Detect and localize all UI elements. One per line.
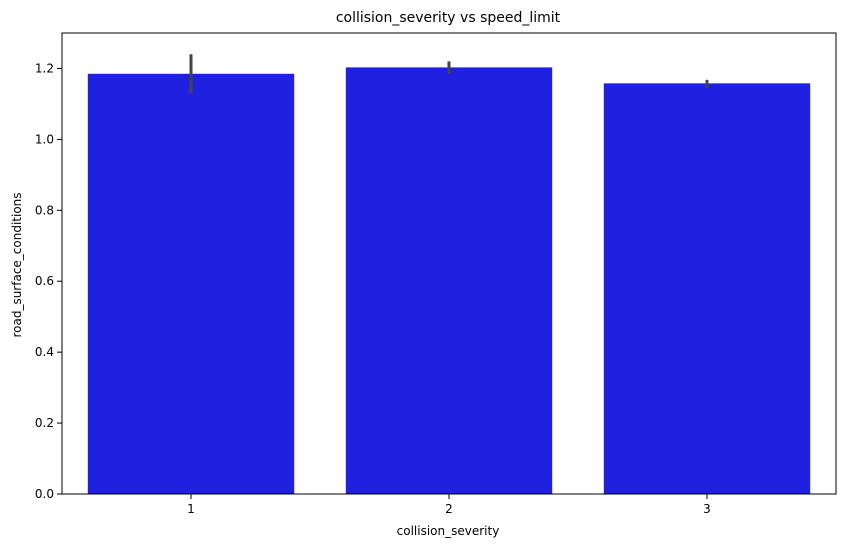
y-axis-label: road_surface_conditions	[10, 192, 24, 337]
y-tick-label: 0.4	[35, 345, 54, 359]
bar-2	[345, 67, 553, 494]
y-tick-label: 0.2	[35, 416, 54, 430]
plot-area: 0.0 0.2 0.4 0.6 0.8 1.0 1.2 1 2 3	[35, 32, 837, 516]
y-tick-label: 1.2	[35, 61, 54, 75]
x-tick-label: 2	[445, 502, 453, 516]
x-tick-label: 1	[187, 502, 195, 516]
y-tick-label: 0.8	[35, 203, 54, 217]
y-tick-label: 0.0	[35, 487, 54, 501]
bar-1	[87, 73, 295, 495]
x-tick-label: 3	[703, 502, 711, 516]
y-tick-label: 0.6	[35, 274, 54, 288]
x-axis-label: collision_severity	[397, 524, 500, 538]
y-tick-label: 1.0	[35, 132, 54, 146]
chart-title: collision_severity vs speed_limit	[336, 10, 561, 26]
bar-3	[603, 83, 811, 495]
